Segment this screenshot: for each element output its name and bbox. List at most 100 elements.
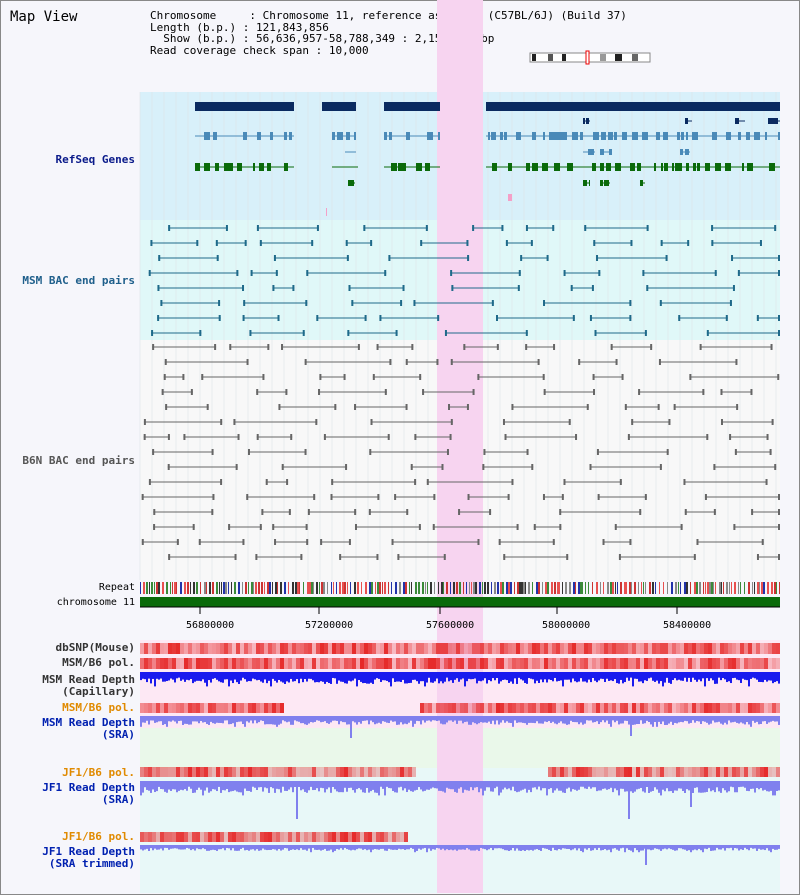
- polymorphism-cell: [740, 767, 744, 777]
- polymorphism-cell: [292, 643, 296, 654]
- read-depth-bar: [278, 716, 280, 725]
- read-depth-bar: [750, 672, 752, 679]
- read-depth-bar: [688, 716, 690, 724]
- b6n-bac-end-mark: [211, 509, 214, 515]
- polymorphism-cell: [192, 832, 196, 842]
- b6n-bac-end-mark: [220, 419, 223, 425]
- gene-exon: [757, 132, 760, 140]
- gene-marker: [326, 208, 327, 216]
- read-depth-bar: [224, 781, 226, 791]
- polymorphism-cell: [260, 767, 264, 777]
- read-depth-bar: [286, 845, 288, 849]
- b6n-bac-end-mark: [596, 449, 599, 455]
- read-depth-bar: [648, 845, 650, 850]
- read-depth-bar: [260, 672, 262, 682]
- gene-exon: [425, 163, 430, 171]
- polymorphism-cell: [480, 643, 484, 654]
- msm-bac-end-mark: [591, 285, 594, 291]
- read-depth-bar: [694, 672, 696, 680]
- read-depth-bar: [274, 716, 276, 725]
- read-depth-bar: [730, 781, 732, 787]
- repeat-element: [427, 582, 428, 594]
- read-depth-bar: [148, 781, 150, 791]
- read-depth-bar: [196, 716, 198, 722]
- gene-exon: [391, 163, 397, 171]
- read-depth-bar: [430, 781, 432, 789]
- gene-exon: [332, 132, 335, 140]
- read-depth-bar: [238, 781, 240, 793]
- polymorphism-cell: [620, 767, 624, 777]
- polymorphism-cell: [568, 767, 572, 777]
- read-depth-bar: [256, 672, 258, 681]
- repeat-element: [267, 582, 269, 594]
- polymorphism-cell: [544, 658, 548, 669]
- polymorphism-cell: [184, 643, 188, 654]
- read-depth-bar: [504, 781, 506, 788]
- read-depth-bar: [626, 672, 628, 678]
- polymorphism-cell: [764, 658, 768, 669]
- read-depth-bar: [372, 845, 374, 850]
- read-depth-bar: [568, 716, 570, 725]
- gene-exon: [504, 132, 507, 140]
- polymorphism-cell: [440, 658, 444, 669]
- b6n-bac-end-mark: [233, 419, 236, 425]
- read-depth-bar: [282, 781, 284, 787]
- b6n-bac-end-mark: [211, 449, 214, 455]
- read-depth-bar: [408, 781, 410, 790]
- repeat-element: [333, 582, 334, 594]
- polymorphism-cell: [564, 643, 568, 654]
- read-depth-bar: [266, 672, 268, 684]
- polymorphism-cell: [176, 767, 180, 777]
- read-depth-bar: [452, 845, 454, 851]
- read-depth-bar: [476, 672, 478, 684]
- read-depth-bar: [420, 672, 422, 682]
- read-depth-bar: [774, 781, 776, 796]
- polymorphism-cell: [588, 658, 592, 669]
- repeat-element: [309, 582, 311, 594]
- read-depth-bar: [476, 781, 478, 788]
- polymorphism-cell: [752, 658, 756, 669]
- b6n-bac-end-mark: [414, 434, 417, 440]
- read-depth-bar: [766, 672, 768, 682]
- b6n-bac-end-mark: [281, 344, 284, 350]
- read-depth-bar: [228, 716, 230, 725]
- read-depth-bar: [326, 845, 328, 851]
- read-depth-bar: [732, 781, 734, 788]
- read-depth-bar: [308, 845, 310, 849]
- repeat-element: [645, 582, 646, 594]
- polymorphism-cell: [152, 703, 156, 713]
- read-depth-bar: [632, 716, 634, 725]
- read-depth-bar: [748, 672, 750, 687]
- read-depth-bar: [528, 781, 530, 790]
- read-depth-bar: [576, 781, 578, 791]
- read-depth-bar: [702, 845, 704, 853]
- read-depth-bar: [484, 716, 486, 723]
- show-key: Show (b.p.): [163, 32, 237, 45]
- b6n-bac-end-mark: [234, 554, 237, 560]
- read-depth-bar: [538, 672, 540, 684]
- polymorphism-cell: [684, 643, 688, 654]
- polymorphism-cell: [704, 658, 708, 669]
- polymorphism-cell: [204, 832, 208, 842]
- read-depth-bar: [290, 845, 292, 850]
- polymorphism-cell: [384, 658, 388, 669]
- polymorphism-cell: [320, 643, 324, 654]
- msm-bac-end-mark: [347, 330, 350, 336]
- read-depth-bar: [496, 781, 498, 787]
- read-depth-bar: [232, 845, 234, 849]
- polymorphism-cell: [196, 643, 200, 654]
- read-depth-bar: [678, 716, 680, 723]
- read-depth-bar: [234, 845, 236, 851]
- read-depth-bar: [378, 672, 380, 679]
- read-depth-bar: [572, 781, 574, 790]
- msm-bac-end-mark: [316, 225, 319, 231]
- repeat-element: [713, 582, 714, 594]
- read-depth-bar: [542, 845, 544, 848]
- b6n-bac-end-mark: [278, 404, 281, 410]
- read-depth-bar: [286, 672, 288, 682]
- read-depth-bar: [532, 672, 534, 680]
- msm-bac-end-mark: [148, 270, 151, 276]
- read-depth-bar: [570, 781, 572, 792]
- polymorphism-cell: [428, 658, 432, 669]
